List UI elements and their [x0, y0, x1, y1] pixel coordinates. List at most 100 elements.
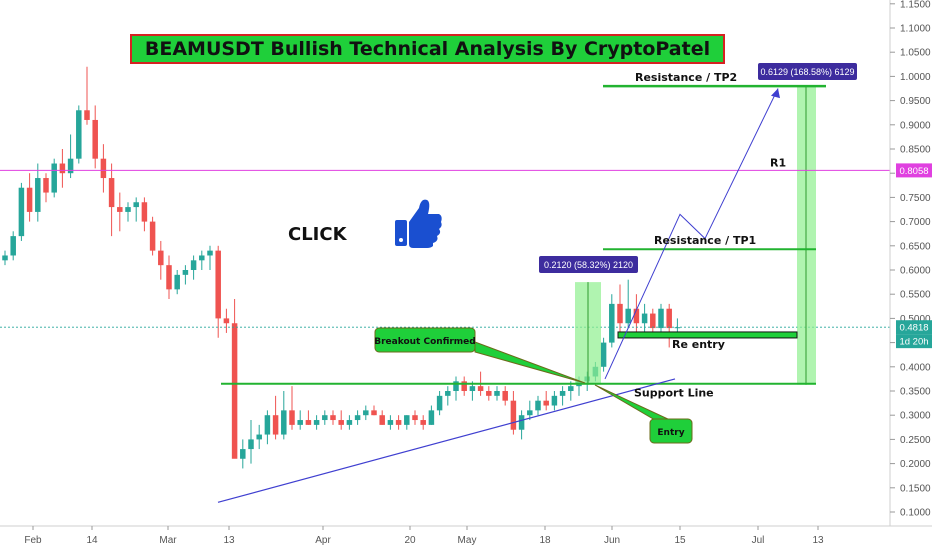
candle-body: [477, 386, 484, 391]
candle-body: [658, 308, 664, 329]
time-tick-label: 15: [674, 535, 686, 546]
candle-body: [240, 449, 246, 459]
candle-body: [108, 178, 115, 208]
candle-body: [43, 178, 49, 193]
price-tag-text: 0.8058: [899, 166, 928, 177]
tp1-label: Resistance / TP1: [654, 234, 756, 247]
candle-body: [166, 265, 172, 290]
candle-body: [76, 110, 82, 159]
candle-body: [617, 303, 623, 324]
price-tick-label: 0.3000: [900, 411, 931, 422]
candle-body: [84, 110, 90, 120]
price-tick-label: 0.7500: [900, 193, 931, 204]
candle-body: [305, 420, 312, 425]
candle-body: [486, 391, 492, 396]
candle-body: [379, 415, 385, 425]
entry-label: Entry: [657, 428, 684, 438]
projection-arrowhead: [771, 88, 780, 99]
candle-body: [51, 163, 57, 193]
candle-body: [223, 318, 230, 324]
candle-body: [445, 391, 451, 396]
candle-body: [141, 202, 148, 222]
candle-body: [420, 420, 426, 425]
time-tick-label: 20: [404, 535, 416, 546]
price-tag-bg: [896, 334, 932, 349]
candle-body: [609, 303, 615, 343]
candle-body: [199, 255, 205, 261]
candle-body: [231, 323, 238, 459]
time-tick-label: 13: [812, 535, 824, 546]
r1-label: R1: [770, 156, 786, 169]
candle-body: [371, 410, 377, 416]
candle-body: [264, 415, 271, 435]
candle-body: [92, 119, 98, 159]
candle-body: [100, 158, 107, 179]
candle-body: [18, 187, 25, 237]
support-label: Support Line: [634, 387, 714, 400]
candle-body: [117, 207, 123, 212]
measure-box-1: [539, 256, 638, 273]
candle-body: [633, 308, 640, 324]
tp2-label: Resistance / TP2: [635, 71, 737, 84]
candle-body: [469, 386, 476, 391]
price-tick-label: 0.5500: [900, 290, 931, 301]
candle-body: [149, 221, 156, 251]
breakout-callout: [374, 327, 476, 353]
candle-body: [510, 400, 517, 430]
price-tick-label: 1.0000: [900, 72, 931, 83]
time-tick-label: Mar: [159, 535, 177, 546]
price-tag-text: 0.4818: [899, 323, 928, 334]
candle-body: [527, 410, 533, 416]
chart-title: BEAMUSDT Bullish Technical Analysis By C…: [130, 34, 725, 64]
candle-body: [502, 391, 508, 401]
time-tick-label: Apr: [315, 535, 331, 546]
price-tick-label: 0.4000: [900, 362, 931, 373]
projection-path: [604, 88, 779, 380]
price-tick-label: 0.1500: [900, 483, 931, 494]
time-tick-label: Jul: [752, 535, 765, 546]
candle-body: [67, 158, 74, 174]
price-tag-bg: [896, 163, 932, 178]
candle-body: [2, 255, 8, 261]
candle-body: [428, 410, 435, 425]
candle-body: [641, 313, 648, 324]
candle-body: [322, 415, 328, 421]
candle-body: [600, 342, 607, 367]
price-tick-label: 0.1000: [900, 508, 931, 519]
re-entry-label: Re entry: [672, 338, 725, 351]
candle-body: [559, 391, 566, 396]
candle-body: [354, 415, 361, 421]
candle-body: [174, 274, 180, 290]
candle-body: [404, 415, 410, 425]
price-tag-bg: [896, 320, 932, 335]
candle-body: [666, 308, 672, 329]
candle-body: [59, 163, 66, 174]
candle-body: [158, 250, 164, 266]
candle-body: [248, 439, 254, 450]
candle-body: [518, 415, 525, 430]
candle-body: [207, 250, 213, 256]
price-tick-label: 0.6000: [900, 266, 931, 277]
candles-layer: [2, 66, 681, 469]
price-tick-label: 1.1000: [900, 24, 931, 35]
candle-body: [215, 250, 221, 319]
candle-body: [330, 415, 336, 421]
price-tick-label: 0.2000: [900, 459, 931, 470]
price-tick-label: 0.2500: [900, 435, 931, 446]
breakout-pointer: [474, 341, 586, 384]
candle-body: [543, 400, 549, 406]
time-tick-label: Jun: [604, 535, 620, 546]
candle-body: [281, 410, 287, 435]
entry-callout: [649, 418, 693, 444]
candle-body: [346, 420, 353, 425]
thumbs-up-icon[interactable]: [393, 196, 443, 250]
measure-box-2: [758, 63, 857, 80]
price-tag-text: 1d 20h: [899, 337, 928, 348]
drawings-layer: Resistance / TP2 Resistance / TP1 Support …: [0, 63, 890, 503]
click-label[interactable]: CLICK: [288, 224, 347, 245]
time-tick-label: Feb: [24, 535, 42, 546]
candle-body: [674, 327, 681, 329]
re-entry-zone: [617, 331, 798, 339]
